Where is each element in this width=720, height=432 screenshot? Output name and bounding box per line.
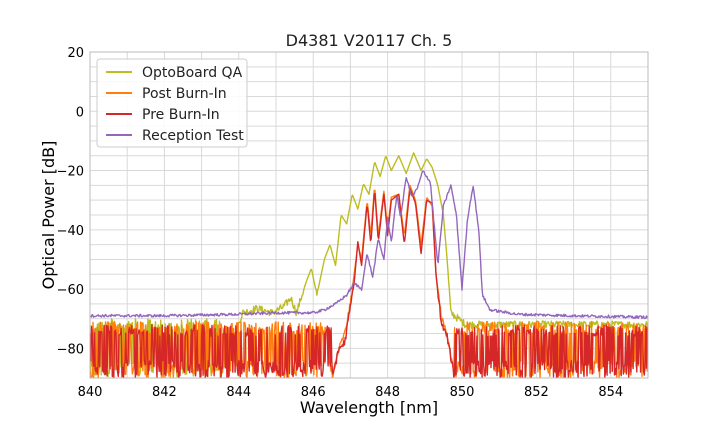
x-tick-label: 850 — [450, 385, 475, 400]
legend-items: OptoBoard QA Post Burn-In Pre Burn-In Recep… — [106, 65, 244, 144]
x-tick-labels: 840 842 844 846 848 850 852 854 — [78, 385, 624, 400]
x-tick-label: 844 — [226, 385, 251, 400]
legend-label: Post Burn-In — [142, 86, 227, 102]
y-tick-label: −20 — [57, 165, 84, 180]
legend: OptoBoard QA Post Burn-In Pre Burn-In Recep… — [96, 58, 248, 148]
y-tick-label: −80 — [57, 342, 84, 357]
x-tick-label: 854 — [598, 385, 623, 400]
legend-label: Reception Test — [142, 128, 244, 144]
series-line-2 — [90, 187, 648, 378]
legend-box — [96, 58, 248, 148]
plot-frame — [89, 51, 649, 379]
x-tick-label: 852 — [524, 385, 549, 400]
y-tick-label: 20 — [67, 46, 84, 61]
series-line-0 — [90, 152, 648, 378]
y-tick-label: −40 — [57, 224, 84, 239]
x-tick-label: 846 — [301, 385, 326, 400]
legend-label: OptoBoard QA — [142, 65, 243, 81]
x-tick-label: 840 — [78, 385, 103, 400]
chart-title: D4381 V20117 Ch. 5 — [286, 31, 453, 50]
x-tick-label: 842 — [152, 385, 177, 400]
y-tick-label: 0 — [76, 105, 84, 120]
series-line-3 — [90, 170, 648, 320]
y-tick-labels: 20 0 −20 −40 −60 −80 — [57, 46, 84, 357]
x-axis-label: Wavelength [nm] — [300, 398, 438, 417]
legend-label: Pre Burn-In — [142, 107, 220, 123]
y-tick-label: −60 — [57, 283, 84, 298]
y-axis-label: Optical Power [dB] — [39, 141, 58, 290]
series-layer — [90, 152, 648, 378]
x-tick-label: 848 — [375, 385, 400, 400]
